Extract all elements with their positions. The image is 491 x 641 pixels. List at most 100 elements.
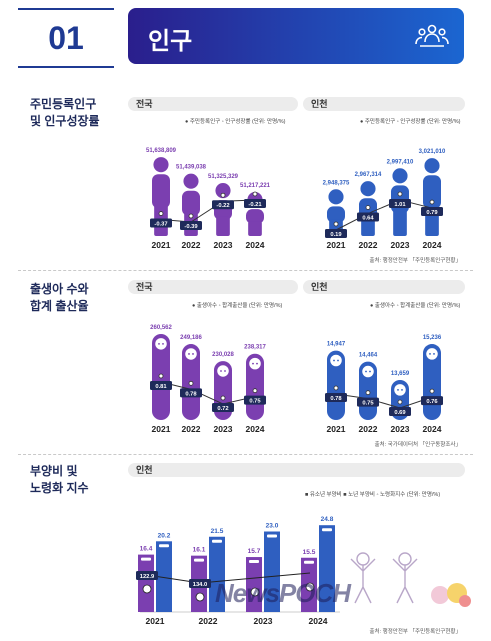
- data-label: 230,028: [212, 352, 234, 358]
- bar-figure-eye: [158, 342, 160, 345]
- bar-figure-face: [394, 384, 406, 396]
- bar-figure-legs: [393, 208, 407, 236]
- legend-dependency: ■ 유소년 부양비 ■ 노년 부양비 ◦ 노령화지수 (단위: 만명/%): [305, 492, 441, 498]
- label-line: 출생아 수와: [30, 282, 89, 296]
- data-label: 16.4: [140, 546, 153, 553]
- bar-figure-wrap: [359, 361, 377, 420]
- line-point: [252, 191, 258, 197]
- x-tick-label: 2023: [391, 240, 410, 250]
- line-label: 0.76: [426, 399, 438, 405]
- label-line: 합계 출산율: [30, 299, 89, 313]
- line-label-box: [180, 221, 202, 230]
- bar-figure-eye: [256, 362, 258, 365]
- bar-figure: [327, 189, 345, 236]
- data-label: 3,021,010: [419, 149, 446, 155]
- bar-figure-eye: [162, 342, 164, 345]
- line-point: [158, 211, 164, 216]
- bar-figure-head: [183, 173, 199, 189]
- line-label: 0.69: [394, 410, 406, 416]
- data-label: 51,439,038: [176, 165, 207, 171]
- panel-title-birth-incheon: 인천: [303, 280, 465, 294]
- data-label: 15,236: [423, 335, 442, 341]
- section-title-bar: 인구: [128, 8, 464, 64]
- line-label: -0.39: [184, 224, 198, 230]
- section-label-dependency: 부양비 및 노령화 지수: [30, 463, 89, 497]
- x-tick-label: 2024: [309, 616, 328, 626]
- label-line: 및 인구성장률: [30, 114, 100, 128]
- data-label: 51,638,809: [146, 148, 177, 154]
- bar-figure-wrap: [214, 361, 232, 420]
- data-label: 14,464: [359, 353, 378, 359]
- line-label-box: [212, 200, 234, 210]
- bar-figure-legs: [154, 202, 168, 236]
- bar-figure-head: [424, 158, 440, 174]
- label-line: 주민등록인구: [30, 97, 97, 111]
- bar-figure: [391, 168, 409, 236]
- line-label: 0.75: [362, 401, 374, 407]
- bar-figure: [359, 181, 377, 236]
- line-point: [397, 191, 403, 197]
- bar-figure-eye: [192, 353, 194, 355]
- line-label: -0.21: [248, 202, 262, 208]
- bar-figure-head: [247, 192, 263, 208]
- line-label: 0.78: [185, 391, 197, 397]
- line-label: 0.79: [426, 210, 438, 216]
- bar-figure-head: [392, 168, 408, 184]
- watermark: NewsPOCH: [215, 578, 351, 608]
- section-number-text: 01: [48, 19, 84, 56]
- bar-figure-head: [328, 189, 344, 205]
- line-series: [160, 199, 256, 223]
- bar-elderly: [156, 541, 172, 612]
- line-label: 0.64: [362, 216, 374, 222]
- bar-figure: [246, 192, 264, 236]
- bar-figure-eye: [333, 359, 335, 362]
- x-tick-label: 2023: [214, 240, 233, 250]
- bar-figure: [182, 173, 200, 236]
- bar-figure: [391, 379, 409, 420]
- line-point: [142, 584, 152, 594]
- data-label: 2,948,375: [323, 180, 350, 186]
- legend-pop-incheon: ● 주민등록인구 ◦ 인구성장률 (단위: 만명/%): [360, 119, 461, 125]
- line-point: [158, 373, 164, 379]
- bar-figure-eye: [433, 353, 435, 355]
- line-point: [429, 199, 435, 205]
- bar-figure: [214, 361, 232, 420]
- data-label: 51,325,329: [208, 174, 239, 180]
- x-tick-label: 2021: [152, 240, 171, 250]
- data-label: 20.2: [158, 532, 171, 539]
- bar-elderly-band: [322, 528, 332, 532]
- divider: [18, 454, 473, 455]
- divider: [18, 270, 473, 271]
- bar-figure-face: [249, 357, 261, 370]
- panel-title-dependency-incheon: 인천: [128, 463, 465, 477]
- data-label: 2,997,410: [387, 159, 414, 165]
- bar-figure-head: [360, 181, 376, 197]
- line-point: [365, 205, 371, 210]
- bar-figure-eye: [337, 359, 339, 362]
- data-label: 249,186: [180, 335, 202, 341]
- line-label-box: [136, 571, 158, 580]
- bar-figure-body: [391, 185, 409, 214]
- bar-figure-wrap: [327, 350, 345, 420]
- line-label-box: [421, 207, 443, 217]
- x-tick-label: 2022: [182, 240, 201, 250]
- source-birth: 출처: 국가데이터처 「인구동향조사」: [374, 442, 461, 448]
- bar-figure-body: [214, 200, 232, 220]
- line-label: 0.75: [249, 399, 261, 405]
- bar-figure-legs: [184, 211, 198, 236]
- x-tick-label: 2024: [423, 424, 442, 434]
- line-label-box: [357, 397, 379, 407]
- bar-figure-legs: [361, 215, 375, 236]
- label-line: 부양비 및: [30, 464, 78, 478]
- bar-figure-wrap: [182, 344, 200, 420]
- bar-figure: [423, 344, 441, 420]
- bar-youth-band: [194, 558, 204, 562]
- line-series: [335, 199, 433, 231]
- x-tick-label: 2024: [246, 240, 265, 250]
- source-dependency: 출처: 행정안전부 「주민등록인구현황」: [369, 629, 462, 635]
- panel-title-birth-national: 전국: [128, 280, 298, 294]
- line-label-box: [150, 218, 172, 228]
- bar-figure-wrap: [391, 379, 409, 420]
- line-label: 122.9: [140, 574, 155, 580]
- line-series: [160, 381, 256, 405]
